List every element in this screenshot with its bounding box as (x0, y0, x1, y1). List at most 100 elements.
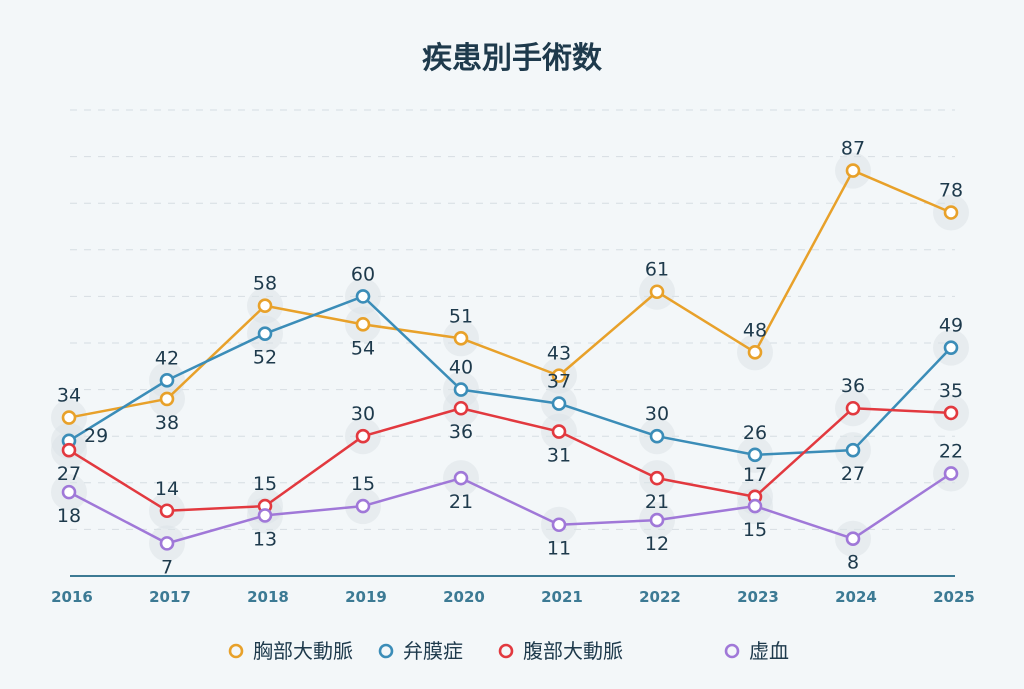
data-point (159, 536, 175, 551)
data-label: 18 (57, 505, 81, 527)
data-label: 14 (155, 478, 179, 500)
series-line (68, 169, 952, 419)
data-label: 21 (645, 491, 669, 513)
data-label: 52 (253, 347, 277, 369)
data-point (355, 289, 371, 304)
data-label: 48 (743, 319, 767, 341)
x-axis-ticks: 2016 2017 2018 2019 2020 2021 2022 2023 2024 2025 (51, 588, 975, 606)
data-label: 15 (351, 473, 375, 495)
data-label: 22 (939, 440, 963, 462)
data-point (453, 470, 469, 486)
x-tick-label: 2022 (639, 588, 681, 606)
data-point (747, 345, 763, 360)
data-label: 87 (841, 138, 865, 160)
data-point (551, 396, 567, 411)
data-label: 78 (939, 180, 963, 202)
data-label: 17 (743, 464, 767, 486)
x-tick-label: 2024 (835, 588, 877, 606)
legend-item: 腹部大動脈 (498, 639, 623, 663)
series-line (68, 295, 952, 457)
data-point (845, 163, 861, 178)
legend-item: 虚血 (724, 639, 789, 663)
data-label: 13 (253, 528, 277, 550)
data-point (453, 382, 469, 397)
data-point (943, 340, 959, 355)
data-point (257, 508, 273, 523)
data-point (551, 368, 567, 383)
data-point (355, 428, 371, 444)
legend-marker-icon (724, 643, 740, 659)
data-label: 30 (351, 403, 375, 425)
data-point (649, 512, 665, 528)
data-label: 49 (939, 315, 963, 337)
data-point (551, 424, 567, 439)
data-label: 21 (449, 491, 473, 513)
x-tick-label: 2019 (345, 588, 387, 606)
data-point (649, 428, 665, 444)
legend-label: 虚血 (749, 639, 789, 663)
x-tick-label: 2025 (933, 588, 975, 606)
data-point (649, 470, 665, 486)
data-point (845, 400, 861, 416)
data-point (943, 466, 959, 481)
data-point (61, 484, 77, 500)
legend-marker-icon (378, 643, 394, 659)
data-label: 15 (743, 519, 767, 541)
data-point (61, 410, 77, 425)
data-label: 7 (161, 556, 173, 578)
data-point (355, 317, 371, 332)
data-point (747, 498, 763, 514)
data-label: 12 (645, 533, 669, 555)
data-label: 54 (351, 337, 375, 359)
gridlines (70, 109, 955, 530)
data-label: 27 (57, 463, 81, 485)
data-label: 42 (155, 347, 179, 369)
series-points (61, 163, 959, 551)
legend-label: 弁膜症 (403, 639, 463, 663)
x-tick-label: 2017 (149, 588, 191, 606)
series-lines (68, 169, 952, 545)
data-label: 35 (939, 380, 963, 402)
data-label: 26 (743, 422, 767, 444)
series-line (68, 406, 952, 513)
x-tick-label: 2020 (443, 588, 485, 606)
data-label: 58 (253, 273, 277, 295)
data-point (159, 372, 175, 388)
data-label: 8 (847, 552, 859, 574)
legend-item: 弁膜症 (378, 639, 463, 663)
data-label: 34 (57, 385, 81, 407)
data-label: 27 (841, 463, 865, 485)
data-label: 36 (841, 375, 865, 397)
data-label: 30 (645, 403, 669, 425)
data-label: 60 (351, 263, 375, 285)
legend-label: 腹部大動脈 (523, 639, 623, 663)
legend-marker-icon (228, 643, 244, 659)
data-point (159, 391, 175, 407)
x-tick-label: 2016 (51, 588, 93, 606)
data-point (257, 298, 273, 314)
x-tick-label: 2021 (541, 588, 583, 606)
data-point (649, 284, 665, 300)
data-point (943, 205, 959, 220)
data-label: 29 (84, 425, 108, 447)
data-label: 15 (253, 473, 277, 495)
series-line (68, 472, 952, 545)
x-tick-label: 2018 (247, 588, 289, 606)
data-point (845, 531, 861, 547)
legend-label: 胸部大動脈 (253, 639, 353, 663)
chart-title: 疾患別手術数 (422, 41, 603, 76)
legend-marker-icon (498, 643, 514, 659)
data-point (747, 447, 763, 463)
data-point (453, 400, 469, 416)
x-tick-label: 2023 (737, 588, 779, 606)
legend-item: 胸部大動脈 (228, 639, 353, 663)
data-point (845, 442, 861, 458)
data-label: 37 (547, 371, 571, 393)
data-point (355, 498, 371, 514)
data-label: 36 (449, 421, 473, 443)
data-label: 61 (645, 259, 669, 281)
data-point (943, 405, 959, 421)
data-label: 40 (449, 357, 473, 379)
